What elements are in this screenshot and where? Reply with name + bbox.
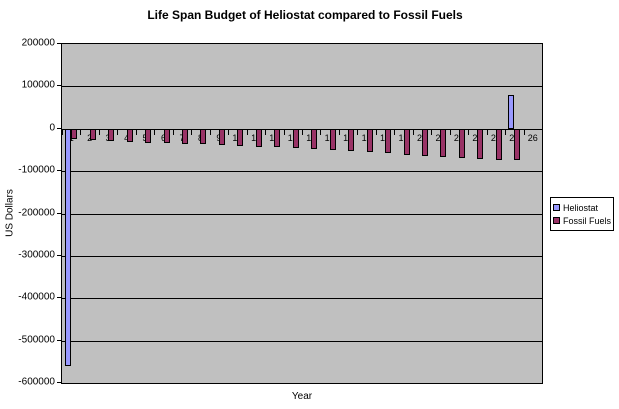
y-tick [57,127,61,129]
bar-fossil-fuels-year-25 [514,128,521,161]
y-tick [57,297,61,299]
bar-heliostat-year-1 [65,128,72,367]
x-tick [523,128,525,135]
x-tick [246,128,248,135]
y-tick [57,254,61,256]
legend-label-heliostat: Heliostat [563,202,599,213]
x-tick [228,128,230,135]
x-tick [505,128,507,135]
x-tick [302,128,303,135]
y-tick-label: -400000 [18,291,55,303]
bar-fossil-fuels-year-20 [422,128,428,156]
bar-fossil-fuels-year-8 [200,128,207,145]
legend: Heliostat Fossil Fuels [550,197,614,231]
y-tick [57,170,61,172]
x-tick [209,128,211,135]
gridline [62,213,542,215]
bar-fossil-fuels-year-2 [89,128,96,141]
y-tick [57,43,61,44]
x-tick [486,128,488,135]
bar-fossil-fuels-year-5 [145,128,152,143]
bar-fossil-fuels-year-10 [237,128,244,146]
x-tick [172,128,174,135]
x-tick [265,128,267,135]
x-tick [191,128,193,135]
legend-swatch-heliostat-icon [553,204,560,211]
x-tick [394,128,396,135]
bar-fossil-fuels-year-14 [311,128,318,150]
x-tick [135,128,137,135]
bar-fossil-fuels-year-18 [385,128,392,154]
legend-swatch-fossil-fuels-icon [553,217,560,224]
bar-fossil-fuels-year-12 [274,128,281,148]
gridline [62,340,542,342]
legend-item-heliostat: Heliostat [553,201,611,214]
x-tick [449,128,451,135]
x-tick [283,128,285,135]
x-tick [542,128,543,135]
x-tick [357,128,359,135]
plot-area: 1234567891011121314151617181920212223242… [61,43,543,384]
bar-fossil-fuels-year-3 [108,128,115,142]
x-tick [320,128,322,135]
chart-title: Life Span Budget of Heliostat compared t… [147,8,463,22]
y-tick-label: 200000 [21,37,55,49]
x-tick [431,128,433,135]
y-tick-label: -200000 [18,207,55,218]
bar-fossil-fuels-year-1 [71,128,78,140]
gridline [62,171,542,173]
gridline [62,298,542,300]
x-tick [375,128,377,135]
legend-label-fossil-fuels: Fossil Fuels [563,215,612,226]
y-tick-label: -300000 [18,249,55,261]
bar-fossil-fuels-year-11 [255,128,262,147]
bar-fossil-fuels-year-6 [163,128,170,144]
y-tick [57,212,61,214]
x-tick [154,128,156,135]
bar-fossil-fuels-year-17 [366,128,373,153]
bar-fossil-fuels-year-21 [440,128,447,158]
x-tick [468,128,470,135]
bar-fossil-fuels-year-9 [218,128,225,146]
bar-heliostat-year-25 [508,94,515,129]
y-tick [57,339,61,341]
x-tick [80,128,82,135]
y-tick [57,382,61,383]
y-tick-label: -500000 [18,334,55,346]
gridline [62,86,542,88]
y-tick-label: -600000 [18,376,55,388]
bar-fossil-fuels-year-19 [403,128,410,155]
x-tick [117,128,119,135]
x-tick-label: 26 [527,132,538,143]
x-tick [62,128,63,135]
y-tick-label: -100000 [18,164,55,176]
x-tick [98,128,100,135]
gridline [62,255,542,257]
bar-fossil-fuels-year-13 [292,128,299,149]
x-axis-title: Year [291,391,313,402]
y-tick-label: 0 [49,122,55,134]
y-tick-label: 100000 [21,79,55,91]
bar-fossil-fuels-year-22 [458,128,465,158]
legend-item-fossil-fuels: Fossil Fuels [553,214,611,227]
bar-fossil-fuels-year-23 [477,128,484,159]
bar-fossil-fuels-year-7 [182,128,188,144]
x-tick [412,128,414,135]
y-tick [57,85,61,87]
x-tick [338,128,340,135]
bar-fossil-fuels-year-24 [495,128,502,160]
bar-fossil-fuels-year-4 [126,128,133,142]
bar-fossil-fuels-year-15 [329,128,336,150]
bar-fossil-fuels-year-16 [348,128,355,152]
